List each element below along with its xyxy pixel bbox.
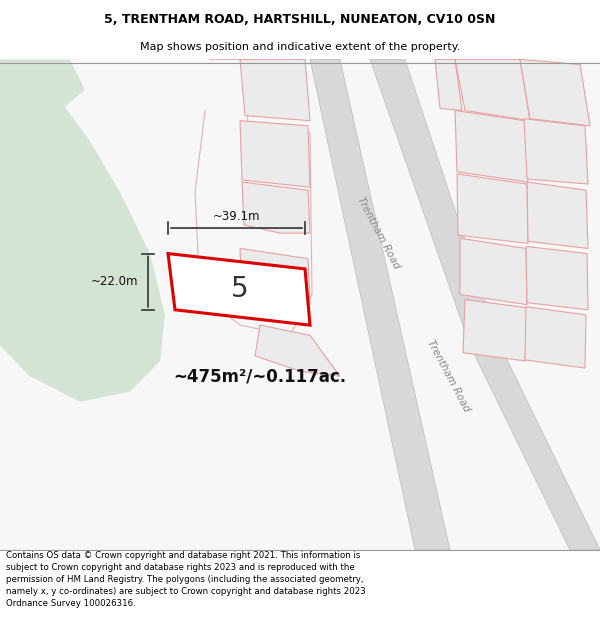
Polygon shape [255,325,340,376]
Polygon shape [0,59,600,550]
Polygon shape [463,299,527,361]
Polygon shape [310,59,450,550]
Polygon shape [168,254,310,325]
Polygon shape [242,182,310,233]
Text: 5, TRENTHAM ROAD, HARTSHILL, NUNEATON, CV10 0SN: 5, TRENTHAM ROAD, HARTSHILL, NUNEATON, C… [104,13,496,26]
Text: ~39.1m: ~39.1m [213,209,260,222]
Text: ~22.0m: ~22.0m [91,275,138,288]
Text: ~475m²/~0.117ac.: ~475m²/~0.117ac. [173,368,347,385]
Polygon shape [370,59,600,550]
Polygon shape [460,238,527,304]
Polygon shape [524,119,588,184]
Polygon shape [0,59,165,402]
Polygon shape [520,59,590,126]
Text: Trentham Road: Trentham Road [355,196,401,271]
Text: Map shows position and indicative extent of the property.: Map shows position and indicative extent… [140,41,460,51]
Polygon shape [240,249,310,304]
Polygon shape [240,121,310,187]
Polygon shape [435,59,462,111]
Text: Contains OS data © Crown copyright and database right 2021. This information is
: Contains OS data © Crown copyright and d… [6,551,366,608]
Polygon shape [526,246,588,310]
Polygon shape [0,59,85,111]
Polygon shape [527,182,588,249]
Polygon shape [455,59,530,121]
Polygon shape [455,111,528,182]
Text: 5: 5 [230,276,248,303]
Text: Trentham Road: Trentham Road [425,339,471,414]
Polygon shape [457,174,528,243]
Polygon shape [525,307,586,368]
Polygon shape [240,59,310,121]
